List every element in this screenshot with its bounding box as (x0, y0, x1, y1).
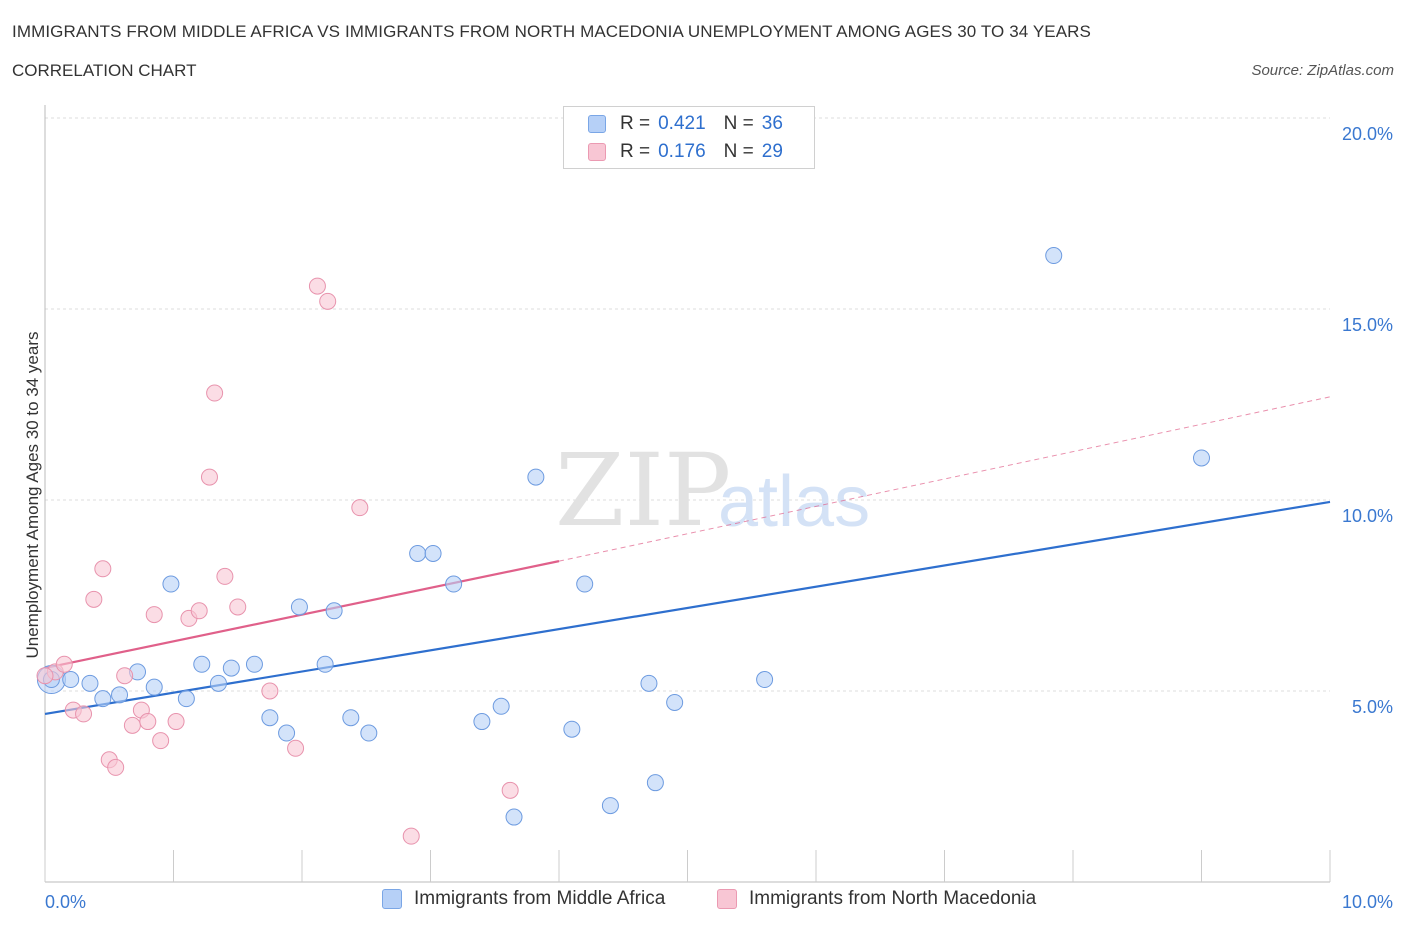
data-point-pink (116, 667, 134, 685)
legend-n-label: N = (723, 113, 754, 134)
data-point-pink (402, 827, 420, 845)
data-point-pink (200, 468, 218, 486)
y-tick-label: 15.0% (1342, 315, 1393, 335)
data-point-blue (1045, 247, 1063, 265)
legend-label-pink: Immigrants from North Macedonia (749, 888, 1037, 909)
data-point-blue (666, 693, 684, 711)
data-point-pink (123, 716, 141, 734)
data-point-blue (601, 797, 619, 815)
data-point-blue (576, 575, 594, 593)
watermark-zip: ZIP (555, 432, 731, 549)
watermark: ZIP atlas (555, 432, 870, 549)
data-point-pink (319, 292, 337, 310)
data-point-blue (177, 690, 195, 708)
x-tick-label: 0.0% (45, 892, 86, 912)
legend-n-label: N = (723, 141, 754, 162)
legend-swatch-pink (588, 143, 606, 161)
data-point-blue (261, 709, 279, 727)
data-point-blue (527, 468, 545, 486)
data-point-blue (245, 655, 263, 673)
data-point-pink (55, 655, 73, 673)
legend-swatch-blue (382, 889, 402, 909)
legend-row-blue: R = 0.421 N = 36 (588, 112, 783, 136)
data-point-blue (505, 808, 523, 826)
data-point-blue (492, 697, 510, 715)
legend-swatch-blue (588, 115, 606, 133)
data-point-pink (190, 602, 208, 620)
chart-source: Source: ZipAtlas.com (1251, 62, 1394, 79)
data-point-blue (316, 655, 334, 673)
tick-labels: 5.0% 10.0% 15.0% 20.0% 0.0% 10.0% (45, 124, 1393, 912)
axes (44, 105, 1331, 883)
data-point-pink (85, 590, 103, 608)
data-point-blue (342, 709, 360, 727)
data-point-blue (222, 659, 240, 677)
data-point-blue (1193, 449, 1210, 467)
data-point-blue (640, 674, 658, 692)
data-point-pink (36, 667, 54, 685)
data-point-blue (81, 674, 99, 692)
data-point-pink (216, 567, 234, 585)
data-point-pink (229, 598, 247, 616)
legend-item-blue: Immigrants from Middle Africa (382, 888, 665, 910)
legend-n-value-pink: 29 (761, 141, 783, 162)
legend-item-pink: Immigrants from North Macedonia (717, 888, 1036, 910)
data-point-pink (167, 713, 185, 731)
data-point-blue (325, 602, 343, 620)
data-point-blue (646, 774, 664, 792)
data-point-pink (308, 277, 326, 295)
data-point-blue (360, 724, 378, 742)
data-point-pink (139, 713, 157, 731)
trend-line-blue (44, 500, 1331, 716)
legend-r-label: R = (620, 141, 651, 162)
data-point-pink (152, 732, 170, 750)
data-point-blue (445, 575, 463, 593)
data-point-pink (75, 705, 93, 723)
data-point-blue (193, 655, 211, 673)
data-point-blue (473, 713, 491, 731)
legend-r-label: R = (620, 113, 651, 134)
legend-row-pink: R = 0.176 N = 29 (588, 140, 783, 164)
legend-bottom: Immigrants from Middle Africa Immigrants… (0, 888, 1406, 916)
data-points (36, 247, 1210, 845)
data-point-blue (111, 686, 129, 704)
y-tick-label: 20.0% (1342, 124, 1393, 144)
data-point-blue (756, 671, 774, 689)
y-tick-label: 10.0% (1342, 506, 1393, 526)
legend-r-value-blue: 0.421 (658, 113, 706, 134)
data-point-blue (424, 544, 442, 562)
watermark-atlas: atlas (718, 462, 870, 542)
legend-r-value-pink: 0.176 (658, 141, 706, 162)
legend-n-value-blue: 36 (761, 113, 783, 134)
chart-title: IMMIGRANTS FROM MIDDLE AFRICA VS IMMIGRA… (12, 22, 1091, 41)
data-point-blue (278, 724, 296, 742)
data-point-blue (290, 598, 308, 616)
data-point-blue (563, 720, 581, 738)
legend-swatch-pink (717, 889, 737, 909)
data-point-pink (501, 781, 519, 799)
data-point-pink (287, 739, 305, 757)
data-point-pink (145, 606, 163, 624)
x-tick-label: 10.0% (1342, 892, 1393, 912)
y-tick-label: 5.0% (1352, 697, 1393, 717)
data-point-pink (351, 499, 369, 517)
data-point-pink (261, 682, 279, 700)
data-point-blue (409, 544, 427, 562)
data-point-pink (107, 758, 125, 776)
data-point-blue (145, 678, 163, 696)
data-point-pink (94, 560, 112, 578)
legend-label-blue: Immigrants from Middle Africa (414, 888, 666, 909)
chart-subtitle: CORRELATION CHART (12, 61, 197, 80)
data-point-pink (206, 384, 224, 402)
data-point-blue (209, 674, 227, 692)
data-point-blue (62, 671, 80, 689)
data-point-blue (162, 575, 180, 593)
data-point-blue (94, 690, 112, 708)
y-axis-label: Unemployment Among Ages 30 to 34 years (23, 332, 42, 659)
legend-top: R = 0.421 N = 36 R = 0.176 N = 29 (563, 106, 815, 169)
